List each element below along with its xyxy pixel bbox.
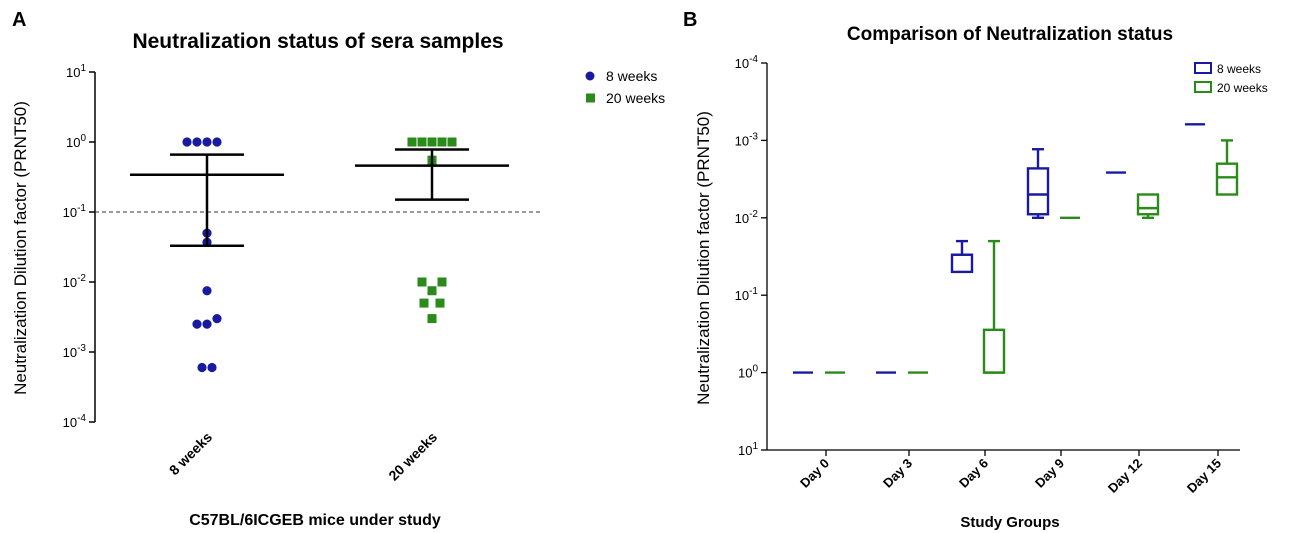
panel-a-point <box>427 137 437 147</box>
panel-b-x-tick-label: Day 12 <box>1105 456 1145 496</box>
panel-a-xlabel: C57BL/6ICGEB mice under study <box>189 512 441 529</box>
panel-a-legend-marker <box>585 71 595 81</box>
panel-a-point <box>427 314 437 324</box>
panel-a-plot: 101 100 10-1 10-2 10-3 10-4 8 weeks 20 weeks 8 w… <box>63 63 666 484</box>
panel-b-legend-marker <box>1194 62 1212 74</box>
panel-a-y-tick-label: 10-4 <box>63 413 87 430</box>
panel-b-y-tick-label: 10-2 <box>735 209 759 226</box>
panel-b-y-tick-label: 10-1 <box>735 286 759 303</box>
panel-a-point <box>419 298 429 308</box>
panel-b-label: B <box>683 9 697 31</box>
panel-a-point <box>202 319 212 329</box>
panel-b-box <box>950 253 974 274</box>
panel-b-x-tick-label: Day 15 <box>1184 456 1224 496</box>
panel-a-x-tick-label: 8 weeks <box>166 429 215 478</box>
panel-b-x-tick-label: Day 9 <box>1032 456 1067 491</box>
panel-a-point <box>202 137 212 147</box>
panel-b-plot: 10-4 10-3 10-2 10-1 100 101 Day 0 Day 3 Day 6 Day… <box>735 54 1268 496</box>
panel-a-point <box>192 137 202 147</box>
panel-a-point <box>417 137 427 147</box>
panel-a-legend-label: 20 weeks <box>606 90 665 106</box>
panel-a-ylabel: Neutralization Dilution factor (PRNT50) <box>11 101 30 395</box>
panel-a-y-tick-label: 10-3 <box>63 343 87 360</box>
panel-a-legend-label: 8 weeks <box>606 68 657 84</box>
panel-a-point <box>417 277 427 287</box>
panel-a-point <box>212 314 222 324</box>
panel-b-box <box>1136 193 1160 216</box>
panel-a-y-tick-label: 101 <box>66 63 86 80</box>
panel-a-point <box>437 137 447 147</box>
panel-b-x-tick-label: Day 6 <box>956 456 991 491</box>
panel-a-y-tick-label: 100 <box>66 133 86 150</box>
panel-a-x-tick-label: 20 weeks <box>385 429 440 484</box>
panel-b-x-tick-label: Day 3 <box>880 456 915 491</box>
panel-b-y-tick-label: 100 <box>738 364 758 381</box>
panel-a-label: A <box>12 9 26 31</box>
panel-a-point <box>212 137 222 147</box>
panel-b-y-tick-label: 10-3 <box>735 131 759 148</box>
panel-b-box <box>1026 167 1050 216</box>
panel-a-y-tick-label: 10-2 <box>63 273 87 290</box>
panel-a-title: Neutralization status of sera samples <box>132 30 503 53</box>
panel-b-legend-label: 8 weeks <box>1217 62 1261 76</box>
panel-a-point <box>427 286 437 296</box>
panel-b-ylabel: Neutralization Dilution factor (PRNT50) <box>694 111 713 405</box>
panel-a-point <box>407 137 417 147</box>
panel-a-point <box>182 137 192 147</box>
panel-a-point <box>192 319 202 329</box>
panel-a-point <box>197 362 207 373</box>
panel-b-legend-label: 20 weeks <box>1217 81 1268 95</box>
panel-b-y-tick-label: 10-4 <box>735 54 759 71</box>
panel-b-title: Comparison of Neutralization status <box>847 24 1173 45</box>
panel-a-point <box>207 362 217 373</box>
panel-b-legend-marker <box>1194 81 1212 93</box>
panel-a-point <box>435 298 445 308</box>
panel-b-box <box>982 328 1006 374</box>
panel-b-y-tick-label: 101 <box>738 441 758 458</box>
panel-a-point <box>202 286 212 296</box>
panel-b-x-tick-label: Day 0 <box>797 456 832 491</box>
panel-b-box <box>1215 162 1239 196</box>
panel-b-xlabel: Study Groups <box>960 514 1059 531</box>
panel-a-point <box>437 277 447 287</box>
panel-a-point <box>447 137 457 147</box>
panel-a-y-tick-label: 10-1 <box>63 203 87 220</box>
panel-a-legend-marker <box>586 93 595 103</box>
